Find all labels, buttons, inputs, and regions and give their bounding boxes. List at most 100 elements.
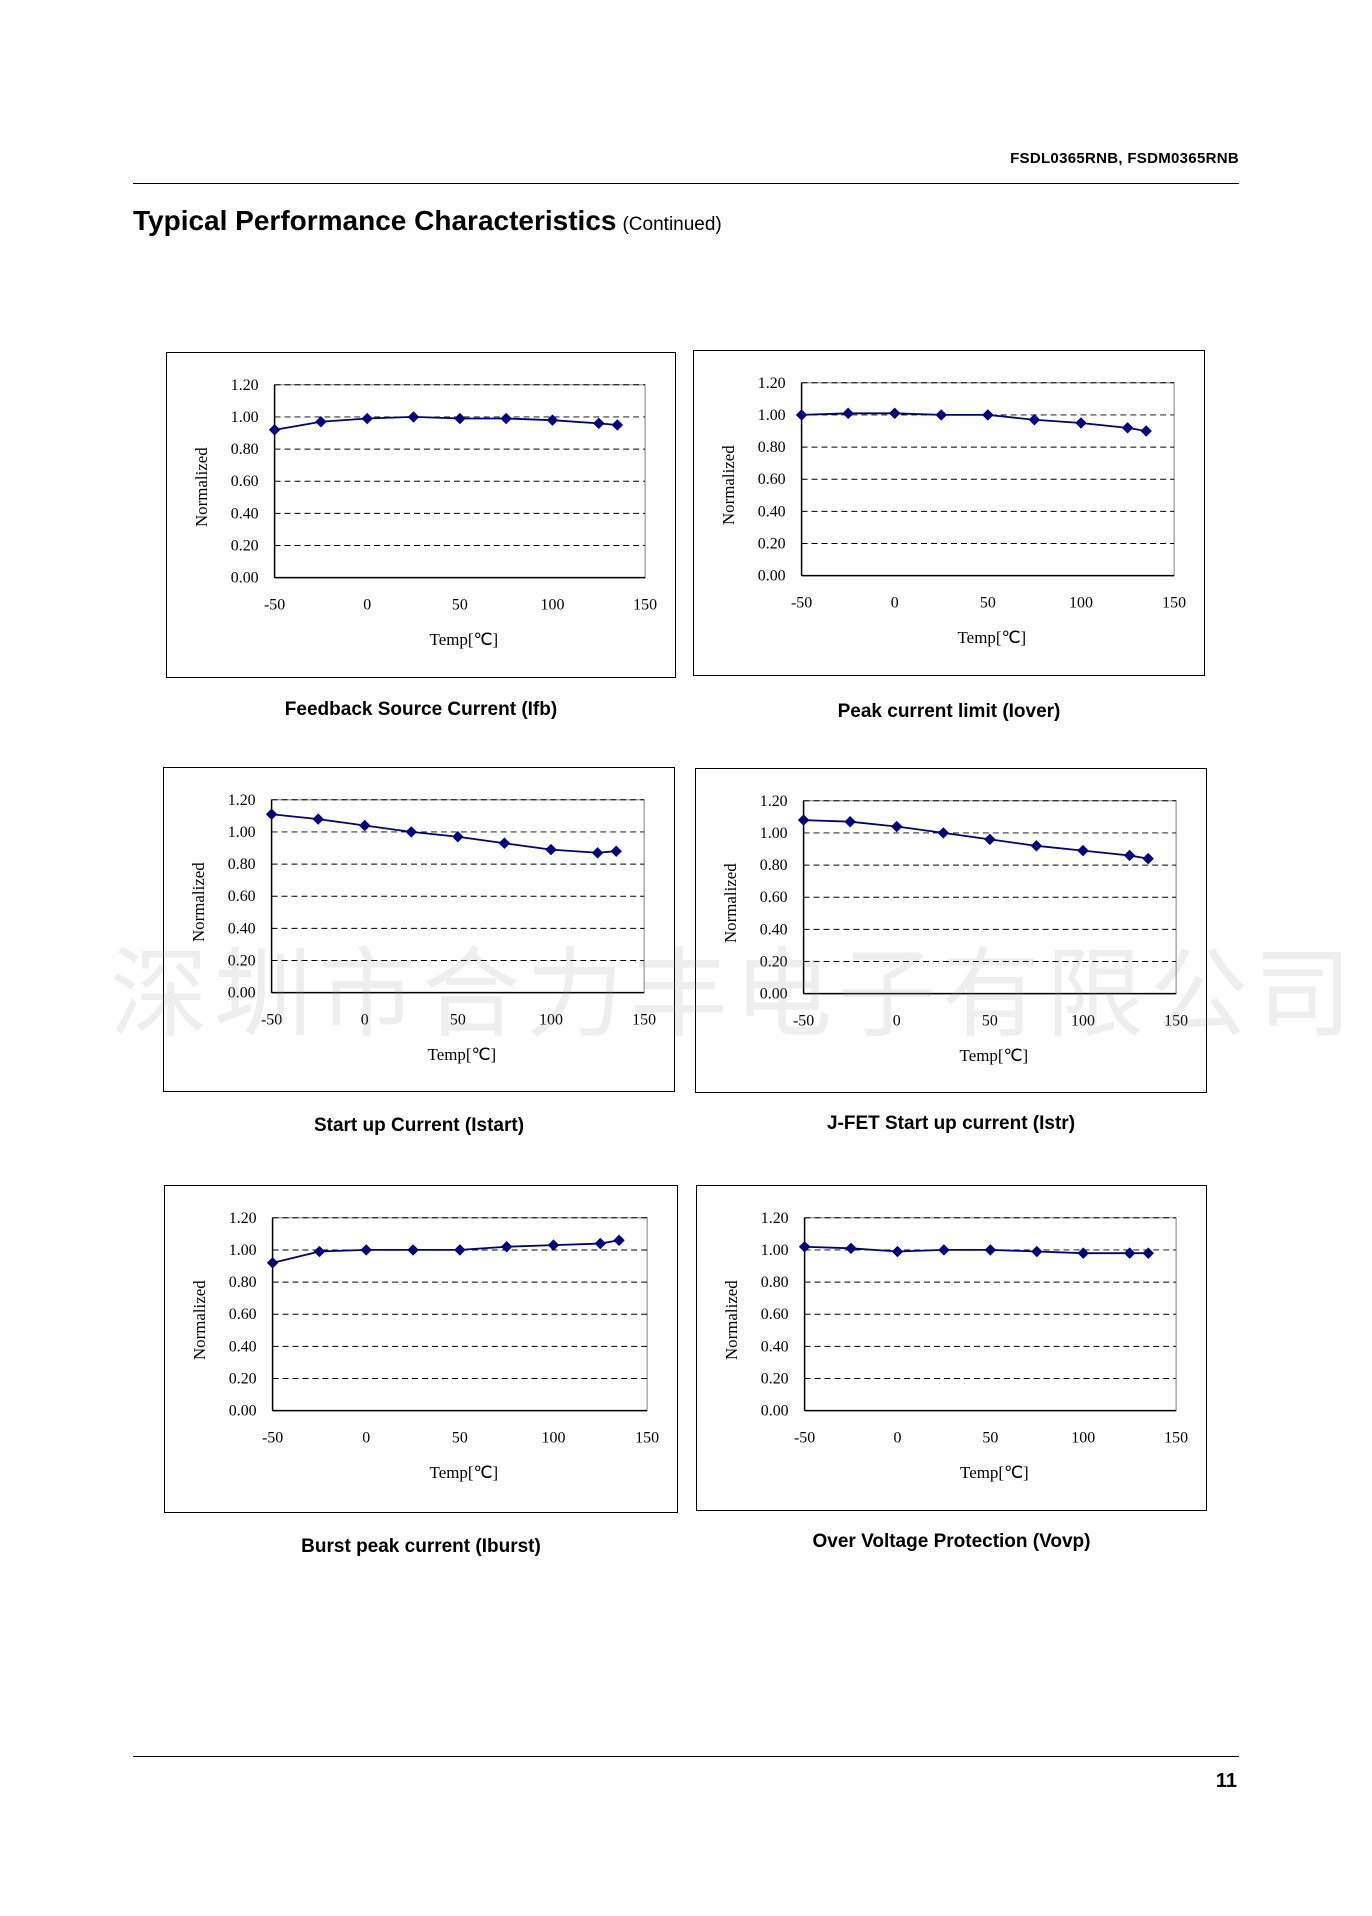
data-point [1142,852,1155,865]
x-tick-label: -50 [262,1429,283,1446]
data-point [592,417,605,430]
chart-vovp-svg: 0.00 0.20 0.40 0.60 0.80 1.00 1.20 -50 0 50 100 150… [722,1210,1188,1482]
y-tick-label: 0.60 [760,889,788,906]
y-tick-label: 0.40 [229,1338,257,1355]
data-point [1075,417,1087,429]
series-line [803,819,1149,860]
y-axis-label: Normalized [719,445,738,525]
x-tick-label: 50 [452,1429,468,1446]
footer-rule [133,1756,1239,1757]
y-axis-label: Normalized [190,1280,209,1360]
caption-istart: Start up Current (Istart) [313,1115,525,1136]
x-tick-label: -50 [793,1012,814,1029]
data-point [405,826,418,838]
y-tick-label: 0.80 [760,857,788,874]
data-point [545,843,557,856]
y-tick-label: 0.80 [761,1274,789,1291]
x-tick-label: 100 [542,1429,566,1446]
data-point [610,845,623,858]
x-axis-label: Temp[℃] [960,1046,1029,1065]
x-axis-label: Temp[℃] [428,1045,497,1064]
y-tick-label: 0.00 [760,986,788,1003]
x-tick-label: 150 [1164,1012,1188,1029]
x-axis-label: Temp[℃] [958,628,1027,647]
chart-istart: 0.00 0.20 0.40 0.60 0.80 1.00 1.20 -50 0 50 100 150… [163,767,675,1092]
series-line [271,813,617,854]
x-tick-label: 0 [362,1429,370,1446]
x-tick-label: 50 [450,1011,466,1028]
x-tick-label: 100 [1071,1429,1095,1446]
chart-istr: 0.00 0.20 0.40 0.60 0.80 1.00 1.20 -50 0 50 100 150… [695,768,1207,1093]
data-point [313,1245,326,1258]
x-tick-label: 0 [361,1011,369,1028]
data-point [890,820,903,833]
data-point [1142,1247,1155,1259]
data-point [1030,1245,1043,1258]
x-tick-label: 0 [893,1429,901,1446]
x-tick-label: 50 [982,1012,998,1029]
y-tick-label: 0.20 [760,953,788,970]
plot-area [271,799,645,994]
x-tick-label: 50 [980,594,996,611]
y-tick-label: 1.20 [229,1210,257,1227]
x-tick-label: -50 [794,1429,815,1446]
data-point [795,409,808,421]
x-tick-label: 150 [1164,1429,1188,1446]
x-tick-label: 0 [891,594,899,611]
data-point [1121,421,1134,434]
caption-vovp: Over Voltage Protection (Vovp) [812,1531,1091,1552]
data-point [498,837,511,850]
chart-iburst: 0.00 0.20 0.40 0.60 0.80 1.00 1.20 -50 0 50 100 150… [164,1185,678,1513]
data-point [268,423,281,436]
data-point [982,409,994,421]
caption-ifb: Feedback Source Current (Ifb) [284,699,558,720]
data-point [1030,839,1043,852]
x-tick-label: 150 [635,1429,659,1446]
y-tick-label: 0.00 [761,1403,789,1420]
y-tick-label: 1.20 [760,793,788,810]
data-point [315,415,327,428]
y-tick-label: 0.20 [761,1370,789,1387]
data-point [547,1239,560,1251]
series-line [801,412,1147,432]
x-tick-label: 50 [982,1429,998,1446]
data-point [984,1244,997,1256]
chart-istr-svg: 0.00 0.20 0.40 0.60 0.80 1.00 1.20 -50 0 50 100 150… [721,793,1188,1065]
chart-istart-svg: 0.00 0.20 0.40 0.60 0.80 1.00 1.20 -50 0 50 100 150… [189,792,656,1064]
y-tick-label: 0.40 [760,921,788,938]
data-point [500,1240,513,1253]
data-point [407,1244,419,1256]
y-tick-label: 0.60 [228,888,256,905]
data-point [361,412,374,425]
y-tick-label: 1.20 [228,792,256,809]
page-title-main: Typical Performance Characteristics [133,205,617,236]
y-tick-label: 1.00 [758,407,786,424]
y-axis-label: Normalized [721,863,740,943]
data-point [452,830,464,843]
data-point [500,412,512,425]
x-tick-label: 150 [632,1011,656,1028]
y-tick-label: 0.80 [229,1274,257,1291]
chart-ifb: 0.00 0.20 0.40 0.60 0.80 1.00 1.20 -50 0 50 100 150… [166,352,676,678]
data-point [454,412,466,425]
x-tick-label: 150 [1162,594,1186,611]
x-tick-label: 100 [1071,1012,1095,1029]
data-point [1028,413,1041,426]
data-point [1077,844,1089,857]
data-point [797,814,810,826]
x-axis-label: Temp[℃] [960,1463,1029,1482]
y-tick-label: 0.40 [231,505,259,522]
y-axis-label: Normalized [722,1280,741,1360]
y-tick-label: 0.20 [231,537,259,554]
y-tick-label: 0.40 [761,1338,789,1355]
x-tick-label: -50 [261,1011,282,1028]
data-point [984,833,996,846]
y-tick-label: 0.60 [231,473,259,490]
data-point [265,808,278,821]
data-point [798,1240,811,1253]
y-tick-label: 0.80 [228,856,256,873]
y-tick-label: 0.80 [231,441,259,458]
caption-iover: Peak current limit (Iover) [837,701,1061,722]
data-point [358,819,371,832]
caption-istr: J-FET Start up current (Istr) [826,1113,1076,1134]
